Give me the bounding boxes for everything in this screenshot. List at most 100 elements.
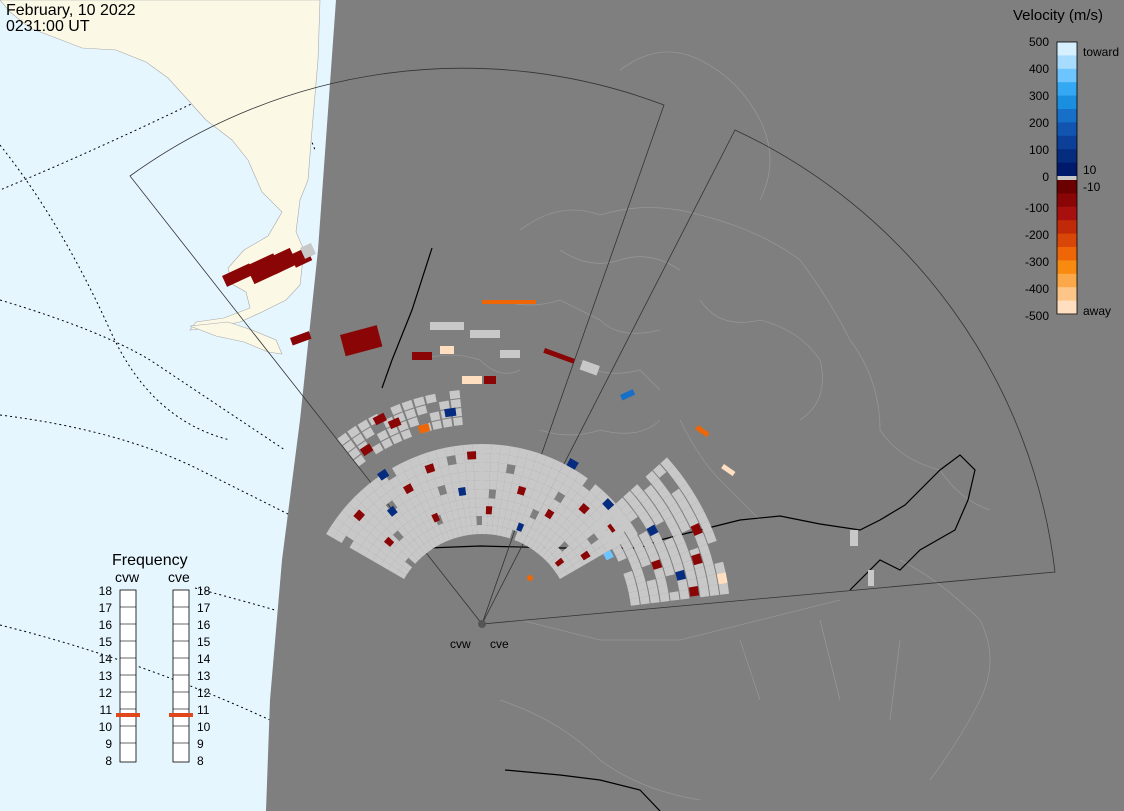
backscatter-cell (424, 508, 435, 520)
backscatter-cell (423, 519, 433, 531)
backscatter-cell (222, 263, 255, 287)
backscatter-cell (407, 518, 419, 530)
backscatter-cell (387, 417, 402, 430)
backscatter-cell (562, 560, 573, 571)
backscatter-cell (664, 537, 676, 550)
backscatter-cell (416, 492, 428, 504)
backscatter-cell (450, 399, 462, 409)
backscatter-cell (669, 591, 680, 601)
backscatter-cell (520, 514, 530, 526)
backscatter-cell (486, 525, 493, 535)
backscatter-cell (668, 502, 682, 516)
backscatter-cell (613, 510, 625, 522)
backscatter-cell (371, 443, 384, 455)
backscatter-cell (566, 523, 578, 535)
time-label: 0231:00 UT (6, 18, 90, 35)
backscatter-cell (457, 508, 466, 519)
backscatter-cell (383, 555, 395, 566)
backscatter-cell (673, 511, 686, 525)
backscatter-cell (566, 500, 579, 513)
backscatter-cell (547, 487, 559, 500)
colorbar-swatch-toward (1057, 95, 1077, 110)
backscatter-cell (451, 528, 459, 539)
backscatter-cell (326, 526, 339, 539)
backscatter-cell (620, 389, 636, 401)
backscatter-cell (482, 525, 488, 535)
frequency-scale-label: 15 (99, 635, 113, 649)
colorbar-tick-label: -200 (1025, 228, 1049, 242)
backscatter-cell (622, 522, 634, 534)
backscatter-cell (475, 498, 482, 508)
backscatter-cell (704, 530, 717, 544)
backscatter-cell (534, 452, 547, 465)
backscatter-cell (490, 444, 501, 454)
backscatter-cell (437, 533, 446, 544)
backscatter-cell (499, 445, 511, 456)
backscatter-cell (564, 534, 576, 546)
backscatter-cell (431, 512, 440, 523)
backscatter-cell (555, 551, 566, 562)
backscatter-cell (566, 458, 579, 470)
backscatter-cell (367, 491, 381, 504)
backscatter-cell (690, 523, 703, 536)
backscatter-cell (644, 484, 657, 498)
backscatter-cell (374, 485, 387, 499)
backscatter-cell (435, 447, 447, 459)
backscatter-cell (401, 399, 414, 411)
frequency-scale-label: 12 (99, 686, 113, 700)
backscatter-cell (630, 484, 644, 497)
backscatter-cell (437, 456, 449, 468)
backscatter-cell (407, 417, 420, 428)
backscatter-cell (482, 300, 536, 304)
backscatter-cell (482, 516, 488, 526)
backscatter-cell (349, 540, 362, 552)
backscatter-cell (352, 433, 365, 446)
backscatter-cell (575, 473, 588, 486)
backscatter-cell (531, 519, 541, 531)
backscatter-cell (608, 504, 621, 516)
backscatter-cell (625, 577, 636, 587)
backscatter-cell (432, 535, 442, 547)
colorbar-label-away: away (1083, 304, 1111, 318)
backscatter-cell (458, 487, 467, 496)
backscatter-cell (516, 522, 525, 532)
backscatter-cell (685, 492, 699, 506)
backscatter-cell (591, 539, 603, 551)
backscatter-cell (496, 526, 503, 536)
backscatter-cell (569, 555, 581, 566)
backscatter-cell (540, 525, 551, 537)
backscatter-cell (695, 534, 708, 548)
backscatter-cell (353, 509, 365, 522)
backscatter-cell (399, 565, 410, 575)
backscatter-cell (429, 411, 441, 422)
backscatter-cell (440, 346, 454, 354)
backscatter-cell (370, 527, 382, 539)
backscatter-cell (690, 501, 704, 515)
backscatter-cell (443, 521, 452, 532)
backscatter-cell (636, 549, 648, 561)
backscatter-cell (496, 480, 505, 491)
backscatter-cell (413, 525, 424, 537)
backscatter-cell (425, 393, 437, 404)
frequency-gauge-cve (172, 589, 190, 763)
colorbar-swatch-toward (1057, 68, 1077, 83)
backscatter-cell (545, 529, 556, 541)
backscatter-cell (476, 525, 482, 535)
backscatter-cell (525, 517, 536, 528)
backscatter-cell (561, 507, 573, 520)
backscatter-cell (419, 511, 429, 523)
backscatter-cell (523, 487, 534, 498)
backscatter-cell (438, 523, 447, 534)
backscatter-cell (543, 495, 554, 508)
backscatter-cell (670, 554, 682, 566)
backscatter-cell (580, 555, 592, 566)
backscatter-cell (448, 464, 459, 475)
backscatter-cell (682, 560, 694, 572)
backscatter-cell (518, 533, 527, 544)
frequency-scale-label: 13 (99, 669, 113, 683)
backscatter-cell (661, 557, 673, 569)
backscatter-cell (453, 417, 463, 426)
backscatter-cell (418, 533, 429, 544)
backscatter-cell (560, 495, 572, 508)
backscatter-cell (543, 348, 576, 364)
